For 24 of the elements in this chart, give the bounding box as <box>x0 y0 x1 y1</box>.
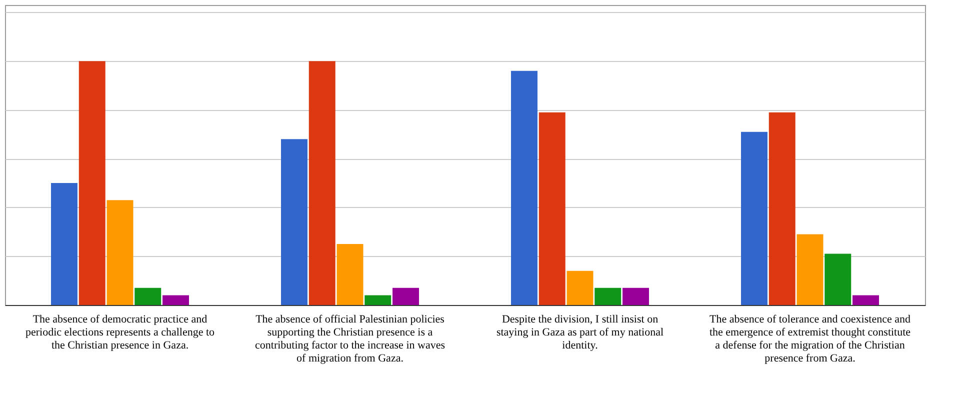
x-tick-label: The absence of tolerance and coexistence and the emergence of extremist thought constitute a defense for the migration of the Christian presence from Gaza. <box>709 314 911 364</box>
bar <box>594 288 622 305</box>
x-tick-label: Despite the division, I still insist on staying in Gaza as part of my national identity. <box>496 314 664 352</box>
bar <box>824 254 852 305</box>
bar <box>566 270 594 305</box>
x-tick-label: The absence of democratic practice and periodic elections represents a challenge to the Christian presence in Gaza. <box>25 314 216 352</box>
bar <box>78 61 106 305</box>
bar <box>134 288 162 305</box>
bar <box>392 288 419 305</box>
bar <box>796 234 824 305</box>
bar <box>162 295 189 305</box>
x-tick-label: The absence of official Palestinian policies supporting the Christian presence is a contributing factor to the increase in waves of migration from Gaza. <box>255 314 445 364</box>
bar <box>364 295 392 305</box>
bar <box>622 288 649 305</box>
bar <box>538 112 566 305</box>
bar <box>308 61 336 305</box>
bar <box>51 183 78 305</box>
bar <box>281 139 308 305</box>
bar <box>511 70 538 305</box>
bar <box>106 200 134 305</box>
bar <box>741 132 768 305</box>
bar <box>336 244 364 305</box>
bar <box>768 112 796 305</box>
bar <box>852 295 879 305</box>
